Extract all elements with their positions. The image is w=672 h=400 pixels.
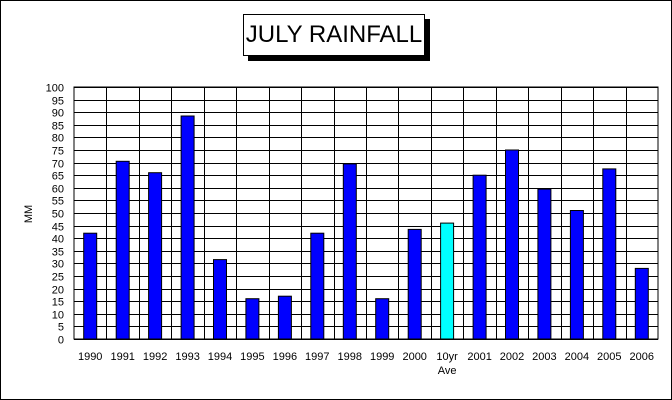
bar-1999 xyxy=(375,298,390,340)
x-tick-label: 1994 xyxy=(208,351,232,363)
x-tick-label: 1998 xyxy=(338,351,362,363)
x-tick-label: 1991 xyxy=(110,351,134,363)
y-tick-label: 0 xyxy=(58,335,64,347)
bar-2001 xyxy=(472,174,487,340)
bar-2002 xyxy=(505,149,519,340)
bars xyxy=(83,115,649,340)
y-tick-label: 20 xyxy=(52,285,64,297)
x-tick-label: 2002 xyxy=(500,351,524,363)
x-tick-label: 1996 xyxy=(273,351,297,363)
bar-1998 xyxy=(342,163,357,340)
x-tick-label: 2005 xyxy=(597,351,621,363)
bar-2004 xyxy=(569,210,584,340)
bar-1993 xyxy=(180,115,195,340)
y-tick-label: 75 xyxy=(52,146,64,158)
bar-10yr-ave xyxy=(440,222,455,340)
y-tick-labels: 0510152025303540455055606570758085909510… xyxy=(46,83,64,347)
bar-1990 xyxy=(83,232,98,340)
y-tick-label: 95 xyxy=(52,96,64,108)
x-tick-label: 1995 xyxy=(240,351,264,363)
x-tick-label: 1992 xyxy=(143,351,167,363)
x-tick-labels: 1990 1991 1992 1993 1994 1995 1996 1997 1998 1999… xyxy=(78,351,654,377)
y-tick-label: 85 xyxy=(52,121,64,133)
y-tick-label: 50 xyxy=(52,209,64,221)
x-tick-label: 1997 xyxy=(305,351,329,363)
bar-2005 xyxy=(602,168,617,340)
y-tick-label: 65 xyxy=(52,171,64,183)
x-tick-label: 1990 xyxy=(78,351,102,363)
y-tick-label: 30 xyxy=(52,259,64,271)
x-tick-label: 2006 xyxy=(630,351,654,363)
y-tick-label: 5 xyxy=(58,322,64,334)
bar-1997 xyxy=(310,232,325,340)
y-tick-label: 55 xyxy=(52,196,64,208)
bar-2006 xyxy=(634,267,649,340)
bar-1995 xyxy=(245,298,260,340)
x-tick-label: 10yr Ave xyxy=(436,351,458,377)
y-tick-label: 25 xyxy=(52,272,64,284)
grid-lines xyxy=(73,86,659,340)
y-tick-label: 40 xyxy=(52,234,64,246)
y-tick-label: 60 xyxy=(52,184,64,196)
bar-1992 xyxy=(148,172,163,340)
x-tick-label: 2000 xyxy=(402,351,426,363)
y-tick-label: 10 xyxy=(52,310,64,322)
bar-1996 xyxy=(277,295,292,340)
y-tick-label: 100 xyxy=(46,83,64,95)
y-tick-label: 15 xyxy=(52,297,64,309)
y-tick-label: 70 xyxy=(52,159,64,171)
bar-1991 xyxy=(115,160,130,340)
x-tick-label: 1999 xyxy=(370,351,394,363)
y-tick-label: 45 xyxy=(52,222,64,234)
bar-2000 xyxy=(407,228,422,340)
x-tick-label: 2001 xyxy=(467,351,491,363)
y-axis-label: MM xyxy=(23,205,35,223)
chart-title: JULY RAINFALL xyxy=(243,14,425,56)
x-tick-label: 2004 xyxy=(565,351,589,363)
x-tick-label: 2003 xyxy=(532,351,556,363)
x-tick-label: 1993 xyxy=(175,351,199,363)
bar-2003 xyxy=(537,188,552,340)
y-tick-label: 80 xyxy=(52,133,64,145)
y-tick-label: 90 xyxy=(52,108,64,120)
bar-1994 xyxy=(213,259,227,340)
y-tick-label: 35 xyxy=(52,247,64,259)
